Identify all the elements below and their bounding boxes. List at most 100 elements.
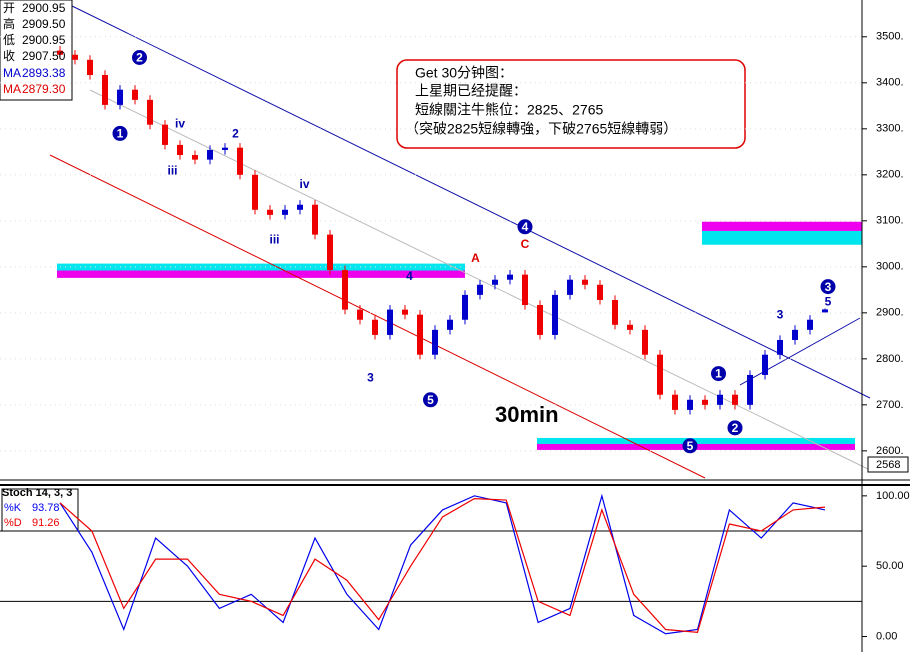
candle-body (267, 209, 273, 215)
candle-body (177, 144, 183, 156)
wave-label: 2 (136, 51, 143, 65)
wave-label: 2 (732, 421, 739, 435)
wave-label: 3 (367, 370, 374, 384)
candle-body (642, 329, 648, 355)
candle-body (57, 50, 63, 55)
candle-body (492, 279, 498, 285)
candle-body (732, 394, 738, 405)
wave-label: 3 (777, 307, 784, 321)
candle-body (117, 89, 123, 105)
candle-body (432, 329, 438, 355)
y-tick-label: 2700. (876, 399, 904, 411)
wave-circle (517, 219, 533, 235)
trendlines (49, 4, 871, 479)
trendline (739, 317, 861, 386)
candle-body (822, 309, 828, 313)
y-tick-label: 3300. (876, 123, 904, 135)
y-tick-label: 3100. (876, 215, 904, 227)
candle-body (507, 274, 513, 280)
note-line: （突破2825短線轉強，下破2765短線轉弱） (405, 121, 677, 137)
candle-body (567, 279, 573, 295)
wave-circle (727, 420, 743, 436)
candle-body (627, 324, 633, 330)
candle-body (87, 59, 93, 75)
wave-label: C (521, 237, 530, 251)
caption: 30min (495, 402, 559, 427)
trendline (49, 154, 706, 479)
wave-label: 1 (117, 127, 124, 141)
wave-circle (112, 125, 128, 141)
y-tick-label: 3500. (876, 31, 904, 43)
ohlc-value: 2907.50 (22, 49, 66, 63)
y-tick-label: 50.00 (876, 560, 904, 572)
legend-value: 91.26 (32, 517, 60, 529)
candle-body (297, 204, 303, 210)
candle-body (657, 354, 663, 395)
wave-circle (711, 366, 726, 382)
zone-magenta (702, 221, 862, 231)
wave-circle (132, 50, 147, 66)
ma-name: MA (3, 66, 21, 80)
y-tick-label: 3000. (876, 261, 904, 273)
wave-circle (423, 392, 438, 408)
cursor-box (867, 456, 909, 473)
zone-cyan (702, 230, 862, 245)
note-box (396, 59, 746, 149)
legend-name: %D (4, 517, 22, 529)
ohlc-value: 2909.50 (22, 17, 66, 31)
candle-body (372, 319, 378, 335)
candle-body (312, 204, 318, 235)
y-tick-label: 100.00 (876, 490, 910, 502)
stoch-line (59, 493, 826, 635)
ohlc-value: 2900.95 (22, 1, 66, 15)
note-line: Get 30分钟图： (415, 65, 513, 81)
candle-body (447, 319, 453, 330)
candle-body (252, 174, 258, 210)
ohlc-value: 2900.95 (22, 33, 66, 47)
candle-body (207, 149, 213, 160)
trendline (89, 89, 871, 471)
candle-body (147, 99, 153, 125)
candle-body (192, 155, 198, 160)
candle-body (477, 284, 483, 295)
candle-body (342, 270, 348, 310)
candle-body (402, 309, 408, 315)
candle-body (552, 294, 558, 335)
stoch-title: Stoch 14, 3, 3 (2, 487, 72, 499)
wave-label: 3 (825, 280, 832, 294)
ohlc-name: 高 (3, 16, 15, 31)
candle-body (597, 284, 603, 300)
wave-circle (682, 438, 698, 454)
candle-body (327, 234, 333, 271)
y-tick-label: 2800. (876, 353, 904, 365)
candle-body (387, 309, 393, 335)
candle-body (537, 305, 543, 335)
wave-label: 4 (522, 220, 529, 234)
wave-label: iv (175, 116, 185, 130)
candle-body (777, 339, 783, 355)
candle-body (162, 124, 168, 145)
y-tick-label: 3200. (876, 169, 904, 181)
candle-body (102, 74, 108, 105)
candle-body (612, 299, 618, 325)
ohlc-name: 开 (3, 1, 15, 15)
candle-body (792, 329, 798, 340)
wave-label: iii (269, 232, 279, 246)
candle-body (72, 54, 78, 60)
cursor-label: 2568 (876, 459, 900, 471)
legend-name: %K (4, 502, 22, 514)
legend-value: 93.78 (32, 502, 60, 514)
wave-label: iii (167, 163, 177, 177)
candle-body (417, 314, 423, 355)
trendline (69, 4, 871, 399)
candle-body (672, 394, 678, 410)
candle-body (357, 309, 363, 320)
zone-cyan (537, 437, 855, 444)
wave-label: iv (299, 177, 309, 191)
wave-label: 5 (427, 393, 434, 407)
wave-label: 5 (825, 295, 832, 309)
ma-name: MA (3, 82, 21, 96)
ma-value: 2893.38 (22, 66, 66, 80)
